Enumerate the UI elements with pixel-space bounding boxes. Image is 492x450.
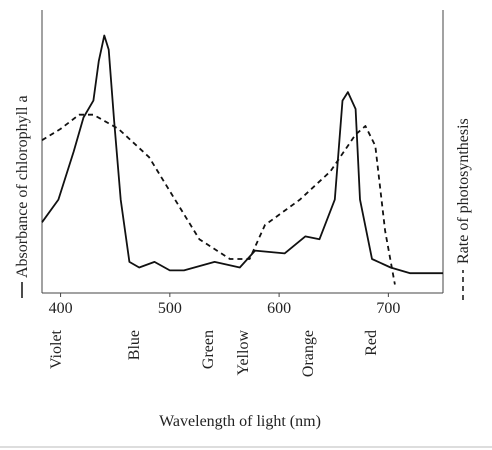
color-band-label: Blue — [126, 330, 143, 360]
series-line — [41, 34, 443, 275]
x-tick-label: 700 — [376, 300, 400, 317]
y-axis-label: Absorbance of chlorophyll a — [14, 95, 31, 278]
y2-axis-label: Rate of photosynthesis — [455, 118, 472, 264]
color-band-label: Orange — [300, 330, 317, 377]
x-tick-label: 500 — [158, 300, 182, 317]
color-band-label: Yellow — [235, 330, 252, 376]
x-tick-label: 600 — [267, 300, 291, 317]
color-band-label: Violet — [48, 329, 65, 369]
color-band-label: Red — [363, 330, 380, 356]
x-tick-label: 400 — [49, 300, 73, 317]
color-band-label: Green — [200, 330, 217, 369]
series-line — [41, 113, 396, 285]
x-axis-label: Wavelength of light (nm) — [159, 413, 321, 430]
